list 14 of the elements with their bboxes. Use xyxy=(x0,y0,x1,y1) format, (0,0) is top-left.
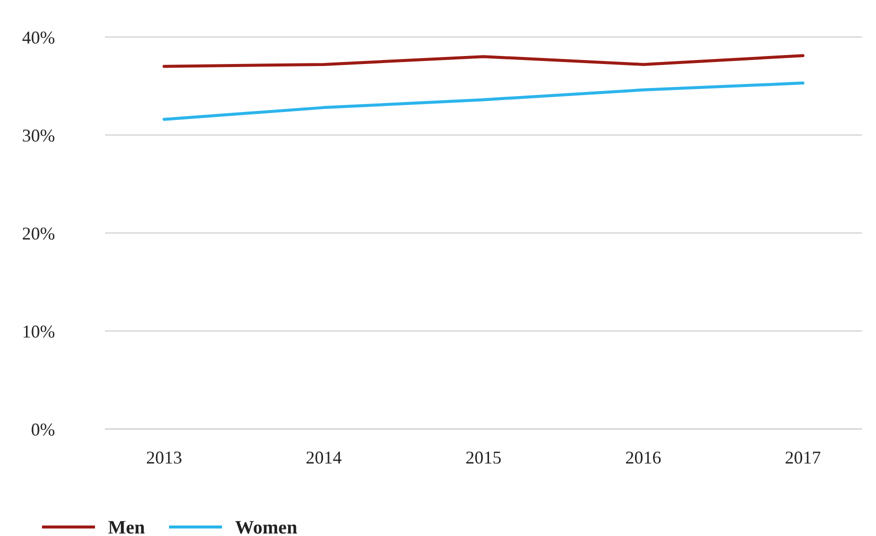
line-series xyxy=(162,54,804,68)
legend-label: Men xyxy=(108,518,146,536)
legend-label: Women xyxy=(235,518,298,536)
x-tick-label: 2017 xyxy=(784,447,821,468)
x-tick-label: 2014 xyxy=(306,447,342,468)
y-tick-label: 20% xyxy=(22,223,55,244)
x-tick-label: 2013 xyxy=(146,447,182,468)
x-tick-label: 2015 xyxy=(466,447,502,468)
y-tick-label: 10% xyxy=(22,321,55,342)
line-series xyxy=(162,82,804,121)
x-tick-label: 2016 xyxy=(625,447,662,468)
y-tick-label: 0% xyxy=(31,419,55,440)
y-tick-label: 40% xyxy=(22,27,55,48)
y-tick-label: 30% xyxy=(22,125,55,146)
